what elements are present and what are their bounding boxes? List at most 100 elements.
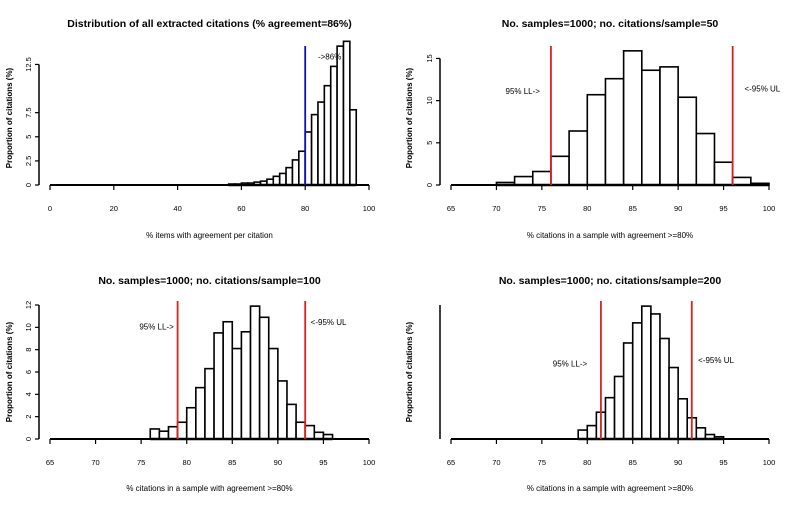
p2-bar [640, 69, 661, 186]
p2-bar [659, 66, 679, 186]
p2-x-tick-label: 75 [538, 204, 546, 213]
p3-y-tick-label: 4 [24, 392, 33, 396]
p1-x-tick-label: 0 [48, 204, 52, 213]
p3-y-label: Proportion of citations (%) [5, 321, 14, 422]
p4-bar [631, 322, 643, 440]
p2-y-tick-label: 15 [425, 54, 434, 62]
p3-x-label: % citations in a sample with agreement >… [126, 484, 292, 493]
p2-bar [622, 50, 643, 186]
p1-bar [304, 131, 313, 186]
p2-bar [604, 77, 625, 186]
p3-bar [295, 421, 307, 440]
p4-x-tick-label: 65 [447, 458, 455, 467]
p4-bar [677, 397, 689, 440]
p2-x-tick-label: 100 [763, 204, 776, 213]
p3-x-tick-label: 80 [183, 458, 191, 467]
p3-bar [204, 367, 215, 440]
p2-bar [695, 132, 716, 186]
p4-bar [604, 396, 616, 440]
p3-bar [222, 320, 234, 440]
p1-x-tick-label: 60 [237, 204, 245, 213]
p3-bar [185, 406, 197, 440]
p2-title: No. samples=1000; no. citations/sample=5… [502, 18, 719, 30]
p4-bar [640, 305, 652, 440]
p4-title: No. samples=1000; no. citations/sample=2… [499, 275, 722, 287]
p3-x-tick-label: 70 [91, 458, 99, 467]
p3-bar [195, 386, 206, 440]
p2-x-tick-label: 95 [719, 204, 727, 213]
p3-x-tick-label: 100 [363, 458, 376, 467]
p3-bar [286, 403, 297, 440]
p1-title: Distribution of all extracted citations … [67, 18, 351, 30]
p3-bar [267, 347, 279, 440]
p1-bar [278, 172, 287, 186]
p1-bar [342, 40, 351, 186]
p4-bar [695, 427, 707, 440]
p3-y-tick-label: 6 [24, 370, 33, 374]
p1-y-tick-label: 2.5 [24, 156, 33, 166]
p3-annotation: 95% LL-> [139, 323, 174, 332]
p2-x-label: % citations in a sample with agreement >… [527, 231, 693, 240]
p1-y-tick-label: 12.5 [24, 57, 33, 72]
p1-x-tick-label: 100 [363, 204, 376, 213]
p1-x-tick-label: 40 [173, 204, 181, 213]
p3-bar [277, 380, 288, 440]
p3-x-tick-label: 65 [46, 458, 54, 467]
p2-bar [531, 170, 552, 186]
p2-x-tick-label: 70 [492, 204, 500, 213]
p1-bar [291, 159, 300, 186]
p1-bar [349, 108, 358, 186]
p3-bar [167, 425, 179, 440]
p4-bar [659, 337, 670, 440]
p1-y-tick-label: 5 [24, 135, 33, 139]
p4-y-label: Proportion of citations (%) [405, 321, 414, 422]
p3-y-tick-label: 10 [24, 323, 33, 331]
p3-x-tick-label: 75 [137, 458, 145, 467]
p1-bar [310, 113, 319, 186]
p4-x-tick-label: 85 [629, 458, 637, 467]
p1-x-tick-label: 80 [301, 204, 309, 213]
p1-bar [336, 45, 345, 186]
p3-x-tick-label: 85 [228, 458, 236, 467]
p3-y-tick-label: 12 [24, 301, 33, 309]
p4-x-tick-label: 100 [763, 458, 776, 467]
p1-bar [329, 65, 338, 186]
p3-bar [213, 332, 224, 440]
p4-bar [577, 429, 589, 440]
p3-bar [304, 424, 316, 440]
p3-y-tick-label: 2 [24, 415, 33, 419]
p1-y-tick-label: 0 [24, 183, 33, 187]
p3-bar [258, 316, 270, 440]
p4-x-tick-label: 95 [719, 458, 727, 467]
p4-annotation: <-95% UL [698, 356, 734, 365]
p4-x-label: % citations in a sample with agreement >… [527, 484, 693, 493]
p2-bar [586, 93, 607, 186]
p2-x-tick-label: 85 [629, 204, 637, 213]
p4-x-tick-label: 75 [538, 458, 546, 467]
p3-bar [176, 421, 188, 440]
p4-annotation: 95% LL-> [553, 359, 588, 368]
p3-bar [149, 428, 161, 440]
p4-bar [613, 375, 625, 440]
p1-bar [272, 175, 281, 186]
p3-bar [240, 330, 252, 440]
p1-bar [323, 84, 332, 186]
p4-x-tick-label: 80 [583, 458, 591, 467]
p4-bar [586, 424, 598, 440]
p3-y-tick-label: 8 [24, 348, 33, 352]
p2-x-tick-label: 90 [674, 204, 682, 213]
p4-x-tick-label: 90 [674, 458, 682, 467]
p2-y-label: Proportion of citations (%) [405, 67, 414, 168]
p2-x-tick-label: 80 [583, 204, 591, 213]
p1-bar [298, 150, 307, 186]
p1-bar [317, 101, 326, 186]
p3-x-tick-label: 95 [319, 458, 327, 467]
p2-y-tick-label: 0 [425, 183, 434, 187]
p3-title: No. samples=1000; no. citations/sample=1… [98, 275, 321, 287]
p3-bar [249, 305, 261, 440]
p3-annotation: <-95% UL [311, 318, 347, 327]
p2-x-tick-label: 65 [447, 204, 455, 213]
p2-bar [568, 130, 589, 186]
p4-bar [668, 366, 679, 440]
p2-y-tick-label: 10 [425, 96, 434, 104]
